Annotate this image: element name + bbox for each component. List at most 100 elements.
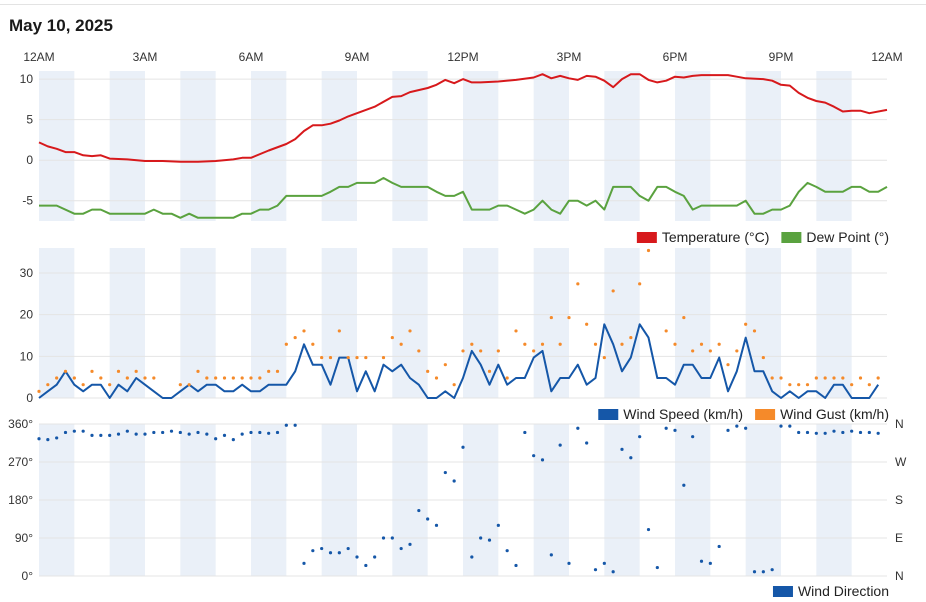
wind-gust-point (832, 376, 836, 380)
wind-direction-point (81, 429, 85, 433)
wind-gust-point (328, 355, 333, 360)
wind-direction-point (187, 432, 191, 436)
wind-direction-point (364, 563, 368, 568)
wind-direction-point (770, 568, 774, 572)
wind-gust-point (744, 322, 748, 326)
wind-direction-point (346, 546, 350, 551)
legend-label: Dew Point (°) (806, 229, 889, 245)
wind-gust-point (532, 349, 536, 353)
wind-direction-point (337, 551, 341, 555)
wind-gust-point (214, 376, 218, 380)
wind-direction-point (691, 435, 695, 439)
time-band (109, 248, 145, 398)
wind-gust-point (452, 383, 456, 387)
wind-direction-point (452, 479, 456, 483)
wind-gust-point (805, 383, 810, 387)
wind-gust-point (461, 349, 465, 353)
wind-direction-point (735, 424, 739, 428)
wind-gust-point (311, 342, 315, 346)
wind-direction-point (823, 431, 827, 435)
wind-direction-point (523, 430, 527, 435)
wind-direction-point (602, 561, 606, 565)
wind-gust-point (72, 376, 76, 380)
wind-gust-point (355, 355, 359, 360)
time-band (745, 248, 781, 398)
wind-direction-point (814, 431, 818, 435)
wind-gust-point (90, 369, 94, 373)
wind-direction-point (832, 429, 836, 433)
wind-gust-point (567, 315, 571, 320)
wind-gust-point (867, 383, 871, 387)
wind-direction-point (125, 429, 129, 433)
wind-direction-point (116, 432, 121, 436)
wind-gust-point (496, 349, 500, 353)
wind-gust-point (505, 376, 509, 380)
y-tick-label-right: N (895, 417, 904, 431)
wind-direction-point (805, 430, 810, 435)
wind-direction-point (576, 426, 580, 430)
x-tick-label: 12AM (871, 50, 902, 64)
wind-gust-point (470, 342, 474, 346)
time-band (180, 248, 216, 398)
legend-label: Wind Direction (798, 583, 889, 599)
time-band (675, 71, 711, 221)
wind-direction-point (788, 424, 792, 428)
wind-direction-points (37, 423, 880, 574)
y-tick-label: -5 (22, 194, 33, 208)
wind-direction-point (355, 555, 359, 559)
wind-gust-point (691, 349, 695, 353)
wind-direction-point (540, 458, 545, 462)
y-tick-label: 10 (20, 72, 34, 86)
wind-direction-point (55, 436, 59, 440)
y-tick-label: 270° (8, 455, 33, 469)
wind-direction-point (752, 570, 757, 574)
wind-direction-point (196, 430, 200, 435)
x-tick-label: 6AM (239, 50, 264, 64)
wind-gust-point (593, 342, 598, 346)
wind-direction-point (302, 561, 306, 565)
chart-marks (37, 73, 888, 574)
wind-gust-point (814, 376, 818, 380)
wind-gust-point (337, 329, 341, 333)
wind-gust-point (196, 369, 200, 373)
wind-gust-point (108, 383, 112, 387)
wind-direction-point (470, 555, 474, 559)
wind-gust-point (699, 342, 704, 346)
wind-gust-point (249, 376, 253, 380)
wind-direction-point (664, 426, 668, 430)
wind-gust-point (258, 376, 262, 380)
wind-gust-point (152, 376, 156, 380)
wind-direction-point (850, 429, 854, 433)
legend-swatch (755, 409, 776, 420)
wind-gust-point (346, 355, 350, 360)
wind-gust-point (788, 383, 792, 387)
wind-direction-point (744, 426, 748, 430)
wind-gust-point (523, 342, 527, 346)
wind-direction-point (417, 508, 421, 513)
time-band (816, 248, 852, 398)
wind-direction-point (90, 433, 94, 437)
wind-gust-point (55, 376, 59, 380)
wind-gust-point (267, 369, 271, 373)
wind-gust-point (761, 355, 765, 360)
y-tick-label: 20 (20, 308, 34, 322)
wind-direction-point (867, 430, 871, 435)
legend-label: Wind Gust (km/h) (780, 406, 889, 422)
time-band (533, 71, 569, 221)
wind-gust-point (646, 248, 651, 253)
wind-direction-point (532, 454, 536, 458)
wind-direction-point (222, 433, 227, 437)
wind-gust-point (187, 383, 191, 387)
legend-label: Temperature (°C) (662, 229, 770, 245)
legend-label: Wind Speed (km/h) (623, 406, 743, 422)
wind-direction-point (655, 565, 659, 570)
wind-gust-point (858, 376, 863, 380)
wind-gust-point (585, 322, 589, 326)
y-tick-label-right: S (895, 493, 903, 507)
wind-direction-point (761, 570, 765, 574)
wind-gust-point (779, 376, 783, 380)
wind-direction-point (585, 441, 589, 445)
wind-direction-point (399, 546, 403, 551)
wind-gust-point (841, 376, 845, 380)
